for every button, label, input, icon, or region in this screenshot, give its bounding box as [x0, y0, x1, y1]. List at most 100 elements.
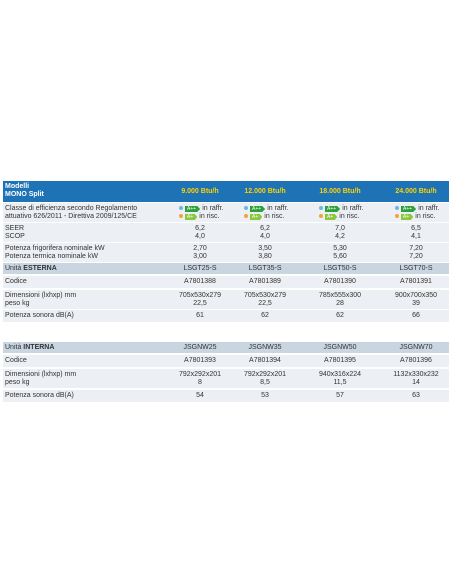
- energy-badge: A++: [185, 206, 201, 212]
- efficiency-cell: A++ in raffr. A+ in risc.: [179, 205, 223, 221]
- efficiency-line: A+ in risc.: [244, 213, 288, 221]
- value-cell-line: 705x530x279: [243, 292, 287, 299]
- efficiency-line: A++ in raffr.: [244, 205, 288, 213]
- value-cell-line: A7801389: [249, 278, 281, 285]
- value-cell-line: 705x530x279: [178, 292, 222, 299]
- row-label-line: Codice: [5, 278, 27, 285]
- table-row: Codice A7801388 A7801389 A7801390 A7801391: [3, 276, 449, 288]
- mode-text: in raffr.: [342, 205, 364, 212]
- header-label-line: Modelli: [5, 183, 30, 190]
- value-cell-line: 3,00: [193, 253, 207, 260]
- row-label: SEER SCOP: [5, 225, 25, 241]
- row-label-line: peso kg: [5, 300, 30, 307]
- value-cell: 62: [303, 312, 377, 320]
- value-cell-line: 61: [196, 312, 204, 319]
- model-name: LSGT25-S: [163, 265, 237, 273]
- efficiency-line: A++ in raffr.: [319, 205, 363, 213]
- value-cell-line: 22,5: [193, 300, 207, 307]
- value-cell-line: 53: [261, 392, 269, 399]
- value-cell-line: 54: [196, 392, 204, 399]
- row-label: Potenza frigorifera nominale kW Potenza t…: [5, 245, 105, 261]
- value-cell-line: 62: [261, 312, 269, 319]
- unit-type: ESTERNA: [23, 265, 57, 272]
- value-cell: 66: [379, 312, 452, 320]
- value-cell: A7801396: [379, 357, 452, 365]
- model-name: JSGNW50: [303, 344, 377, 352]
- unit-heading: Unità INTERNA: [5, 344, 54, 352]
- value-cell-line: 7,20: [409, 253, 423, 260]
- efficiency-cell: A++ in raffr. A+ in risc.: [319, 205, 363, 221]
- value-cell-line: 7,0: [335, 225, 345, 232]
- row-label-line: Classe di efficienza secondo Regolamento: [5, 205, 138, 212]
- row-label-line: Potenza sonora dB(A): [5, 312, 74, 319]
- mode-icon: [395, 214, 399, 219]
- value-cell: A7801389: [228, 278, 302, 286]
- column-header: 18.000 Btu/h: [303, 188, 377, 196]
- row-label: Potenza sonora dB(A): [5, 392, 74, 400]
- efficiency-line: A++ in raffr.: [395, 205, 439, 213]
- value-cell-line: 900x700x350: [394, 292, 438, 299]
- value-cell-line: 785x555x300: [318, 292, 362, 299]
- row-label-line: Potenza frigorifera nominale kW: [5, 245, 105, 252]
- table-row: Dimensioni (lxhxp) mm peso kg 705x530x279 2…: [3, 290, 449, 309]
- unit-word: Unità: [5, 265, 22, 272]
- value-cell: 61: [163, 312, 237, 320]
- row-label: Potenza sonora dB(A): [5, 312, 74, 320]
- value-cell-line: 28: [336, 300, 344, 307]
- value-cell-line: A7801390: [324, 278, 356, 285]
- table-row: SEER SCOP 6,2 4,0 6,2 4,0 7,0 4,2 6,5 4,1: [3, 223, 449, 242]
- value-cell: 62: [228, 312, 302, 320]
- value-cell: A7801395: [303, 357, 377, 365]
- value-cell: 792x292x201 8,5: [228, 371, 302, 387]
- value-cell-line: 6,2: [260, 225, 270, 232]
- efficiency-line: A+ in risc.: [395, 213, 439, 221]
- value-cell-line: 14: [412, 379, 420, 386]
- value-cell-line: 5,30: [333, 245, 347, 252]
- column-title: 12.000 Btu/h: [244, 188, 286, 195]
- value-cell: 63: [379, 392, 452, 400]
- value-cell: A7801390: [303, 278, 377, 286]
- mode-icon: [319, 214, 323, 219]
- value-cell: 705x530x279 22,5: [163, 292, 237, 308]
- mode-text: in raffr.: [418, 205, 440, 212]
- value-cell-line: 11,5: [333, 379, 347, 386]
- value-cell: 705x530x279 22,5: [228, 292, 302, 308]
- row-label: Classe di efficienza secondo Regolamento…: [5, 205, 137, 221]
- value-cell: 57: [303, 392, 377, 400]
- value-cell-line: 5,60: [333, 253, 347, 260]
- table-row: Potenza sonora dB(A) 54 53 57 63: [3, 390, 449, 402]
- model-name: LSGT50-S: [303, 265, 377, 273]
- row-label-line: Codice: [5, 357, 27, 364]
- mode-text: in raffr.: [267, 205, 289, 212]
- efficiency-line: A+ in risc.: [319, 213, 363, 221]
- row-label-line: SEER: [5, 225, 25, 232]
- value-cell: A7801393: [163, 357, 237, 365]
- row-label-line: Potenza sonora dB(A): [5, 392, 74, 399]
- table-row: Unità INTERNA JSGNW25 JSGNW35 JSGNW50 JSGNW7…: [3, 342, 449, 353]
- table-row: Codice A7801393 A7801394 A7801395 A7801396: [3, 355, 449, 367]
- model: LSGT35-S: [248, 265, 282, 272]
- model: LSGT70-S: [399, 265, 433, 272]
- model: LSGT25-S: [183, 265, 217, 272]
- column-header: 24.000 Btu/h: [379, 188, 452, 196]
- value-cell-line: A7801396: [400, 357, 432, 364]
- value-cell-line: 63: [412, 392, 420, 399]
- mode-icon: [395, 206, 399, 211]
- value-cell-line: 6,5: [411, 225, 421, 232]
- value-cell-line: 22,5: [258, 300, 272, 307]
- table-row: Classe di efficienza secondo Regolamento…: [3, 203, 449, 222]
- mode-text: in raffr.: [202, 205, 224, 212]
- model: LSGT50-S: [323, 265, 357, 272]
- table-row: Dimensioni (lxhxp) mm peso kg 792x292x201 8…: [3, 369, 449, 388]
- mode-icon: [244, 214, 248, 219]
- mode-text: in risc.: [415, 213, 436, 220]
- header-label-line: MONO Split: [5, 191, 44, 198]
- value-cell-line: 4,2: [335, 233, 345, 240]
- value-cell: 7,20 7,20: [379, 245, 452, 261]
- unit-word: Unità: [5, 344, 22, 351]
- energy-badge: A++: [401, 206, 417, 212]
- value-cell-line: 7,20: [409, 245, 423, 252]
- value-cell: 54: [163, 392, 237, 400]
- efficiency-cell: A++ in raffr. A+ in risc.: [244, 205, 288, 221]
- value-cell-line: A7801393: [184, 357, 216, 364]
